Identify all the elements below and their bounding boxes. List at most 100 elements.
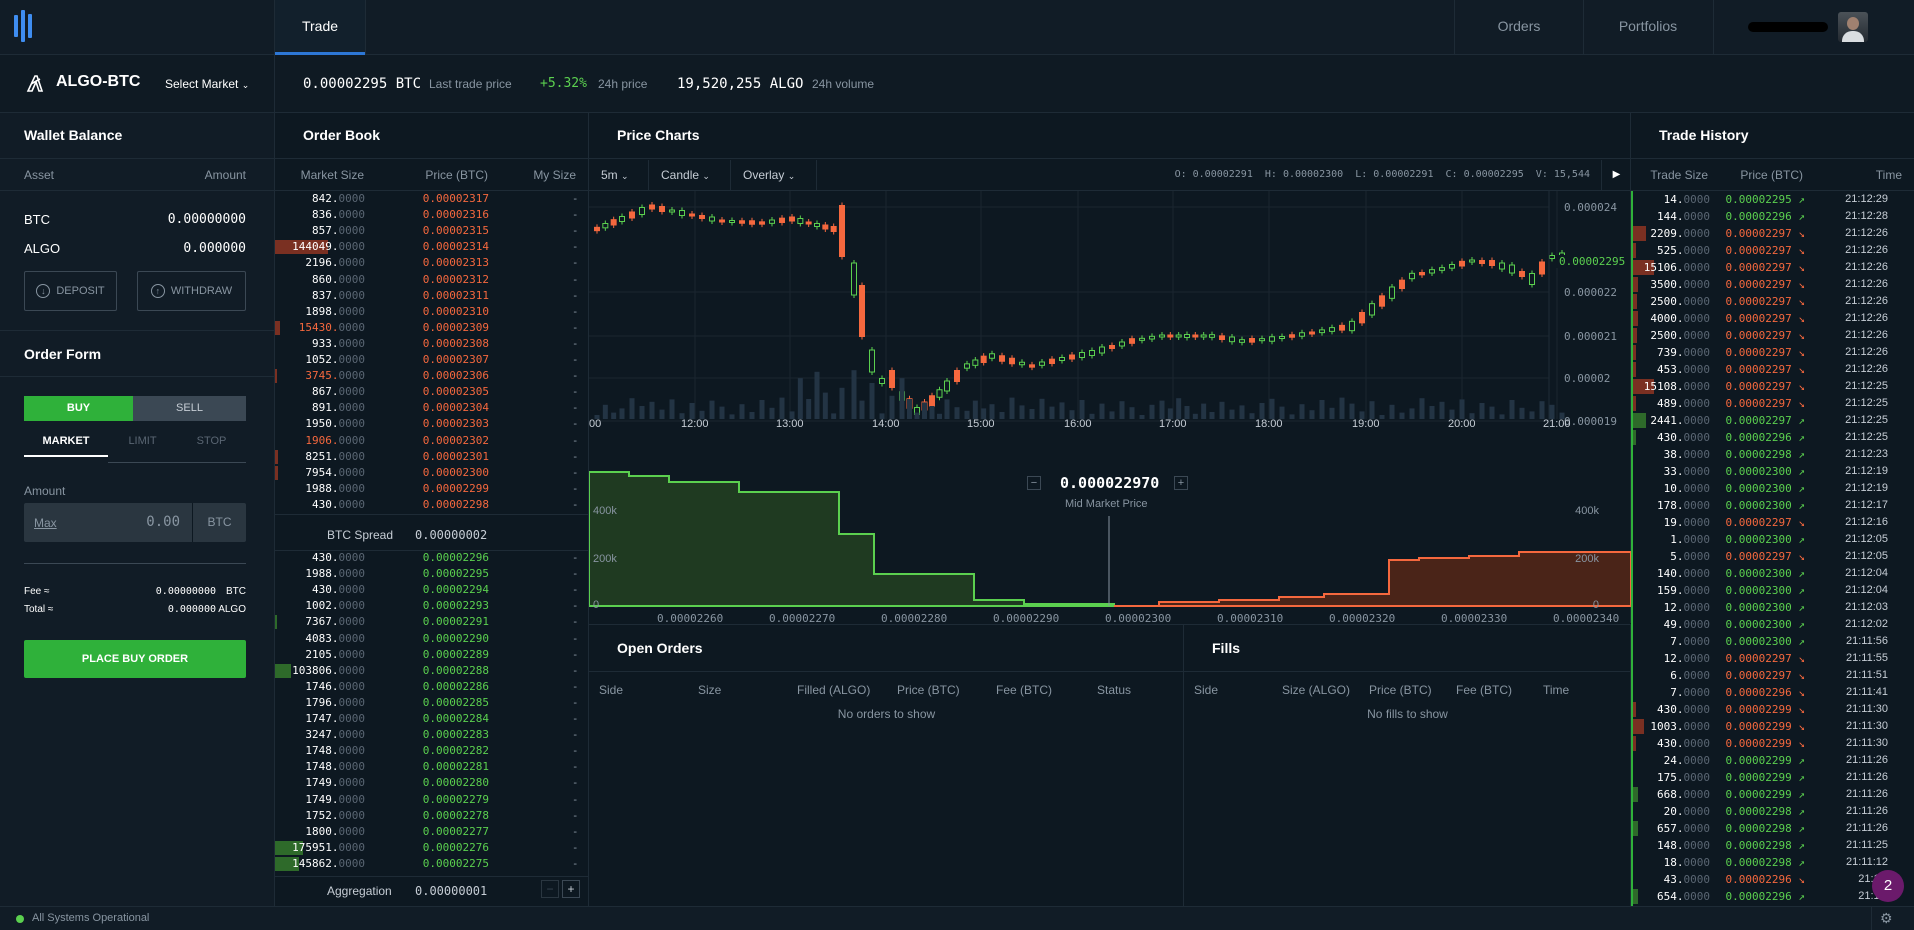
row-my-size: -: [573, 305, 577, 318]
order-book-row[interactable]: 430.0000 0.00002294 -: [275, 582, 588, 598]
aggregation-minus-button[interactable]: −: [541, 880, 559, 898]
order-book-row[interactable]: 4083.0000 0.00002290 -: [275, 631, 588, 647]
order-book-row[interactable]: 8251.0000 0.00002301 -: [275, 449, 588, 465]
avatar[interactable]: [1838, 12, 1868, 42]
order-book-row[interactable]: 1749.0000 0.00002279 -: [275, 792, 588, 808]
order-book-row[interactable]: 175951.0000 0.00002276 -: [275, 840, 588, 856]
row-my-size: -: [573, 273, 577, 286]
trade-time: 21:12:29: [1845, 193, 1888, 205]
col-fee: Fee (BTC): [996, 683, 1053, 697]
tab-orders[interactable]: Orders: [1497, 18, 1541, 34]
order-book-row[interactable]: 3247.0000 0.00002283 -: [275, 727, 588, 743]
order-book-row[interactable]: 7367.0000 0.00002291 -: [275, 614, 588, 630]
trade-price: 0.00002299 ↗: [1725, 788, 1805, 801]
trade-price: 0.00002297 ↘: [1725, 244, 1805, 257]
volume-bar: [594, 415, 600, 419]
x-tick-label: 13:00: [776, 418, 804, 429]
order-book-row[interactable]: 857.0000 0.00002315 -: [275, 223, 588, 239]
order-book-row[interactable]: 867.0000 0.00002305 -: [275, 384, 588, 400]
username-redacted[interactable]: [1748, 22, 1828, 32]
tab-trade[interactable]: Trade: [275, 0, 365, 55]
order-book-row[interactable]: 1752.0000 0.00002278 -: [275, 808, 588, 824]
order-book-row[interactable]: 1796.0000 0.00002285 -: [275, 695, 588, 711]
volume-bar: [1329, 407, 1335, 419]
order-book-row[interactable]: 430.0000 0.00002296 -: [275, 550, 588, 566]
trade-history-row: 7.0000 0.00002296 ↘ 21:11:41: [1633, 684, 1900, 701]
candlestick-chart[interactable]: 0.000024 0.000022 0.000021 0.00002 0.000019 0…: [589, 191, 1631, 429]
select-market-button[interactable]: Select Market ⌄: [165, 77, 249, 91]
trade-time: 21:12:26: [1845, 329, 1888, 341]
order-book-row[interactable]: 15430.0000 0.00002309 -: [275, 320, 588, 336]
order-book-row[interactable]: 842.0000 0.00002317 -: [275, 191, 588, 207]
chat-badge[interactable]: 2: [1872, 870, 1904, 902]
order-book-row[interactable]: 103806.0000 0.00002288 -: [275, 663, 588, 679]
row-size: 7954.0000: [305, 465, 365, 479]
order-book-row[interactable]: 933.0000 0.00002308 -: [275, 336, 588, 352]
volume-bar: [944, 399, 950, 419]
order-book-row[interactable]: 860.0000 0.00002312 -: [275, 272, 588, 288]
depth-zoom-out-button[interactable]: −: [1027, 476, 1041, 490]
chart-type-select[interactable]: Candle ⌄: [649, 160, 731, 190]
trade-time: 21:11:25: [1845, 839, 1888, 851]
depth-bar: [275, 465, 279, 480]
settings-gear-icon[interactable]: ⚙: [1880, 910, 1893, 926]
volume-bar: [1167, 408, 1173, 419]
coinbase-pro-logo-icon[interactable]: [12, 10, 40, 42]
trade-size: 525.0000: [1657, 244, 1710, 257]
limit-type-tab[interactable]: LIMIT: [128, 435, 157, 447]
withdraw-button[interactable]: ↑ WITHDRAW: [137, 271, 246, 311]
order-book-row[interactable]: 1747.0000 0.00002284 -: [275, 711, 588, 727]
volume-bar: [1149, 404, 1155, 419]
order-book-row[interactable]: 1898.0000 0.00002310 -: [275, 304, 588, 320]
trade-time: 21:11:26: [1845, 788, 1888, 800]
bids-list: 430.0000 0.00002296-1988.0000 0.00002295-4…: [275, 550, 588, 877]
market-type-tab[interactable]: MARKET: [24, 435, 108, 457]
order-book-row[interactable]: 1800.0000 0.00002277 -: [275, 824, 588, 840]
order-book-row[interactable]: 1052.0000 0.00002307 -: [275, 352, 588, 368]
24h-volume-label: 24h volume: [812, 77, 875, 91]
order-book-row[interactable]: 1950.0000 0.00002303 -: [275, 416, 588, 432]
depth-y-label: 400k: [593, 505, 617, 517]
max-link[interactable]: Max: [34, 516, 57, 530]
stop-type-tab[interactable]: STOP: [196, 435, 227, 447]
order-book-row[interactable]: 1749.0000 0.00002280 -: [275, 775, 588, 791]
deposit-button[interactable]: ↓ DEPOSIT: [24, 271, 117, 311]
row-size: 3247.0000: [305, 728, 365, 742]
chevron-down-icon: ⌄: [702, 171, 710, 181]
candle: [1469, 259, 1475, 263]
sell-tab[interactable]: SELL: [133, 396, 246, 421]
order-book-row[interactable]: 1746.0000 0.00002286 -: [275, 679, 588, 695]
order-book-row[interactable]: 891.0000 0.00002304 -: [275, 400, 588, 416]
order-book-row[interactable]: 3745.0000 0.00002306 -: [275, 368, 588, 384]
place-buy-order-button[interactable]: PLACE BUY ORDER: [24, 640, 246, 678]
candle: [749, 220, 755, 225]
trade-history-row: 10.0000 0.00002300 ↗ 21:12:19: [1633, 480, 1900, 497]
tab-portfolios[interactable]: Portfolios: [1618, 18, 1678, 34]
order-book-row[interactable]: 7954.0000 0.00002300 -: [275, 465, 588, 481]
order-book-row[interactable]: 2196.0000 0.00002313 -: [275, 255, 588, 271]
overlay-select[interactable]: Overlay ⌄: [731, 160, 817, 190]
order-book-row[interactable]: 2105.0000 0.00002289 -: [275, 647, 588, 663]
order-book-row[interactable]: 1002.0000 0.00002293 -: [275, 598, 588, 614]
interval-select[interactable]: 5m ⌄: [589, 160, 649, 190]
candle: [1389, 286, 1395, 299]
depth-zoom-in-button[interactable]: +: [1174, 476, 1188, 490]
aggregation-plus-button[interactable]: +: [562, 880, 580, 898]
amount-input[interactable]: Max 0.00 BTC: [24, 503, 246, 542]
buy-tab[interactable]: BUY: [24, 396, 133, 421]
order-book-row[interactable]: 836.0000 0.00002316 -: [275, 207, 588, 223]
order-book-row[interactable]: 1748.0000 0.00002281 -: [275, 759, 588, 775]
trade-history-row: 20.0000 0.00002298 ↗ 21:11:26: [1633, 803, 1900, 820]
order-book-row[interactable]: 1906.0000 0.00002302 -: [275, 433, 588, 449]
order-book-row[interactable]: 1988.0000 0.00002295 -: [275, 566, 588, 582]
order-book-row[interactable]: 837.0000 0.00002311 -: [275, 288, 588, 304]
candle: [1119, 341, 1125, 347]
candle: [659, 206, 665, 212]
order-book-row[interactable]: 1988.0000 0.00002299 -: [275, 481, 588, 497]
order-book-row[interactable]: 430.0000 0.00002298 -: [275, 497, 588, 513]
order-book-row[interactable]: 145862.0000 0.00002275 -: [275, 856, 588, 872]
order-book-row[interactable]: 144049.0000 0.00002314 -: [275, 239, 588, 255]
play-icon[interactable]: ▶: [1601, 160, 1631, 190]
order-book-row[interactable]: 1748.0000 0.00002282 -: [275, 743, 588, 759]
depth-chart[interactable]: 400k 200k 0 400k 200k 0 0.00002260 0.00002270 0.…: [589, 466, 1631, 626]
